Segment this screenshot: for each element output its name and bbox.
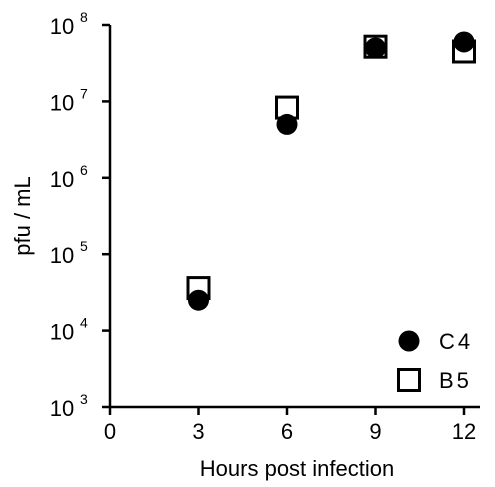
y-tick-exponent: 8 (80, 9, 88, 25)
y-tick-exponent: 4 (80, 315, 88, 331)
y-tick-label: 10 (50, 320, 74, 345)
data-point-c4 (188, 289, 209, 311)
x-tick-label: 0 (104, 419, 116, 444)
y-tick-label: 10 (50, 243, 74, 268)
y-axis-title: pfu / mL (10, 176, 35, 255)
y-tick-label: 10 (50, 90, 74, 115)
y-tick-exponent: 6 (80, 162, 88, 178)
y-tick-exponent: 7 (80, 85, 88, 101)
data-point-c4 (276, 113, 298, 135)
y-tick-label: 10 (50, 14, 74, 39)
legend-label-c4: C4 (439, 329, 473, 354)
legend-marker-b5 (397, 368, 421, 392)
y-tick-label: 10 (50, 396, 74, 421)
y-tick-exponent: 5 (80, 238, 88, 254)
legend-marker-c4 (398, 330, 420, 352)
data-point-c4 (453, 31, 475, 53)
x-tick-label: 6 (281, 419, 293, 444)
y-tick-label: 10 (50, 167, 74, 192)
y-tick-exponent: 3 (80, 391, 88, 407)
x-tick-label: 9 (369, 419, 381, 444)
data-markers (186, 31, 476, 311)
legend: C4 B5 (397, 329, 473, 393)
axes (108, 25, 480, 409)
x-tick-label: 3 (192, 419, 204, 444)
legend-label-b5: B5 (439, 368, 472, 393)
data-point-c4 (365, 37, 386, 59)
x-axis-title: Hours post infection (200, 456, 394, 481)
x-tick-label: 12 (452, 419, 476, 444)
ticks: 10 310 410 510 610 710 80 3 6 9 12 (50, 9, 476, 444)
